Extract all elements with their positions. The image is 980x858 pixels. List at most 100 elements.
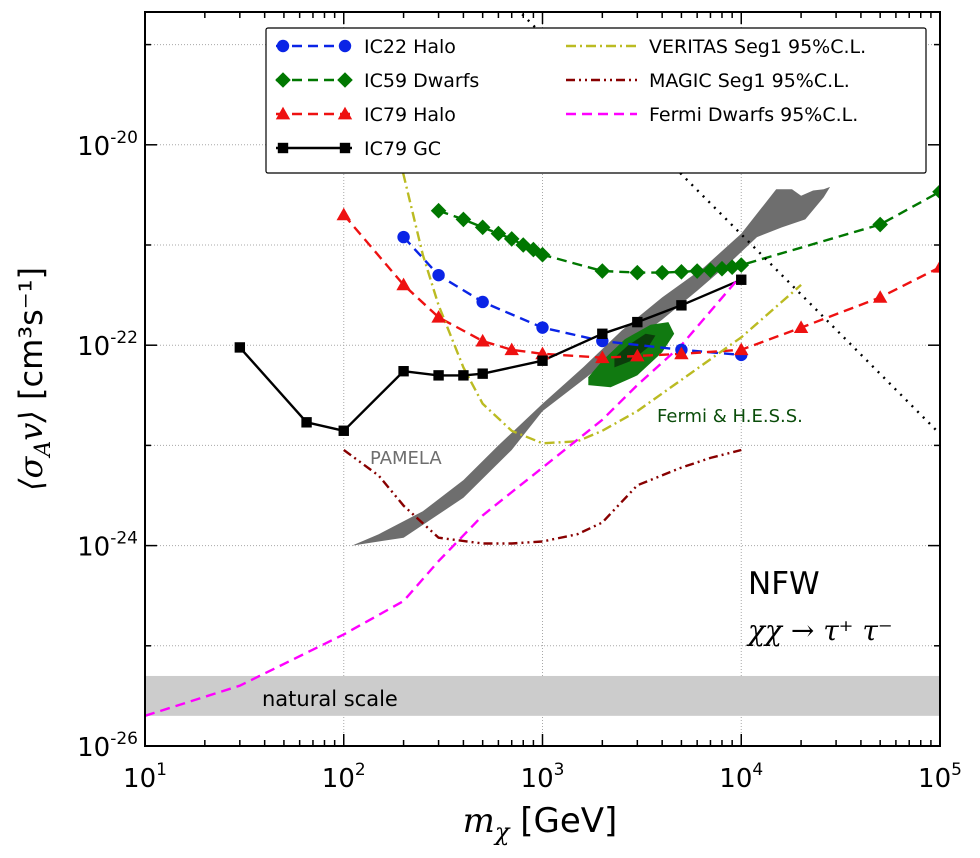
y-tick-base: 10 <box>77 533 110 563</box>
data-point <box>474 219 491 236</box>
x-tick-label: 105 <box>918 760 962 794</box>
data-point <box>793 320 809 333</box>
x-tick-exponent: 1 <box>156 760 167 780</box>
legend-label: Fermi Dwarfs 95%C.L. <box>649 104 858 126</box>
legend-item-ic59-dwarfs: IC59 Dwarfs <box>275 70 479 92</box>
data-point <box>736 274 747 285</box>
legend-item-veritas-seg1-95-c-l: VERITAS Seg1 95%C.L. <box>566 36 866 58</box>
y-tick-label: 10-22 <box>77 328 138 362</box>
data-point <box>433 370 444 381</box>
profile-label: NFW <box>748 566 820 602</box>
legend-label: IC59 Dwarfs <box>364 70 479 92</box>
data-point <box>503 231 520 247</box>
x-tick-base: 10 <box>322 764 355 794</box>
x-tick-base: 10 <box>521 764 554 794</box>
natural-scale-label: natural scale <box>262 687 398 711</box>
legend-marker <box>275 72 291 88</box>
data-point <box>872 216 888 233</box>
data-point <box>689 263 705 279</box>
data-point <box>714 260 730 277</box>
series-markers-ic79-gc <box>234 274 747 436</box>
legend-marker <box>276 39 290 53</box>
x-axis-label: mχ [GeV] <box>463 801 618 846</box>
data-point <box>504 342 519 356</box>
data-point <box>431 310 446 323</box>
data-point <box>398 366 409 377</box>
data-point <box>872 290 888 303</box>
fermi-hess-label: Fermi & H.E.S.S. <box>657 406 803 427</box>
series-line-veritas-seg1-95-c-l <box>388 114 802 445</box>
x-tick-exponent: 4 <box>752 760 763 780</box>
data-point <box>397 230 410 244</box>
data-point <box>430 202 447 219</box>
x-tick-exponent: 5 <box>951 760 962 780</box>
x-tick-base: 10 <box>719 764 752 794</box>
y-tick-base: 10 <box>77 332 110 362</box>
data-point <box>476 295 489 309</box>
legend-label: IC22 Halo <box>364 36 456 58</box>
region-fermi-h-e-s-s-68 <box>614 333 656 368</box>
data-point <box>673 264 690 280</box>
data-point <box>630 348 645 362</box>
series-markers-ic79-halo <box>336 207 940 364</box>
legend-item-fermi-dwarfs-95-c-l: Fermi Dwarfs 95%C.L. <box>566 104 858 126</box>
data-point <box>629 264 646 281</box>
legend-label: IC79 GC <box>364 138 441 160</box>
legend-marker <box>275 106 291 120</box>
data-point <box>477 368 488 379</box>
series-markers <box>234 183 940 436</box>
data-point <box>597 328 608 339</box>
data-point <box>654 264 670 281</box>
data-point <box>537 355 548 366</box>
y-axis-label: ⟨σAv⟩ [cm³s⁻¹] <box>12 267 56 491</box>
x-axis-symbol: m <box>463 801 495 841</box>
legend-marker <box>338 39 352 53</box>
x-tick-label: 103 <box>521 760 565 794</box>
legend-marker <box>337 72 353 88</box>
x-axis-unit: [GeV] <box>509 801 617 841</box>
data-point <box>301 417 312 428</box>
legend-item-magic-seg1-95-c-l: MAGIC Seg1 95%C.L. <box>566 70 850 92</box>
y-tick-exponent: -20 <box>110 128 138 148</box>
x-tick-label: 104 <box>719 760 763 794</box>
data-point <box>702 262 719 279</box>
y-axis-tail: v⟩ <box>12 410 50 441</box>
y-axis-subscript: A <box>31 441 56 459</box>
legend-item-ic79-halo: IC79 Halo <box>275 104 456 126</box>
legend-label: VERITAS Seg1 95%C.L. <box>649 36 866 58</box>
data-point <box>234 342 246 353</box>
data-point <box>536 321 549 334</box>
data-point <box>432 268 445 282</box>
series-line-magic-seg1-95-c-l <box>343 448 742 545</box>
data-point <box>733 257 750 273</box>
y-tick-label: 10-24 <box>77 529 138 563</box>
legend-marker <box>337 106 353 120</box>
y-tick-base: 10 <box>77 132 110 162</box>
x-axis-subscript: χ <box>493 818 511 846</box>
natural-scale-band <box>145 675 940 716</box>
data-point <box>594 263 611 279</box>
y-tick-base: 10 <box>77 733 110 763</box>
data-point <box>595 350 610 364</box>
data-point <box>475 333 490 347</box>
channel-label: χχ → τ⁺ τ⁻ <box>746 614 893 647</box>
legend-marker <box>277 142 289 154</box>
x-tick-base: 10 <box>918 764 951 794</box>
legend-label: MAGIC Seg1 95%C.L. <box>649 70 850 92</box>
x-tick-base: 10 <box>123 764 156 794</box>
plot-area: natural scale <box>145 12 940 717</box>
axes-frame <box>144 11 941 747</box>
y-tick-exponent: -24 <box>110 529 138 549</box>
legend: IC22 Halo IC59 Dwarfs IC79 Halo IC79 GC VERI… <box>265 27 927 174</box>
x-tick-exponent: 3 <box>554 760 565 780</box>
data-point <box>932 260 940 273</box>
annotations: PAMELA Fermi & H.E.S.S. NFW χχ → τ⁺ τ⁻ <box>370 406 893 647</box>
data-point <box>458 370 469 381</box>
y-tick-label: 10-20 <box>77 128 138 162</box>
data-point <box>455 211 472 228</box>
series-line-fermi-dwarfs-95-c-l <box>145 274 743 717</box>
series-line-ic79-gc <box>238 278 742 432</box>
legend-box <box>265 27 927 174</box>
